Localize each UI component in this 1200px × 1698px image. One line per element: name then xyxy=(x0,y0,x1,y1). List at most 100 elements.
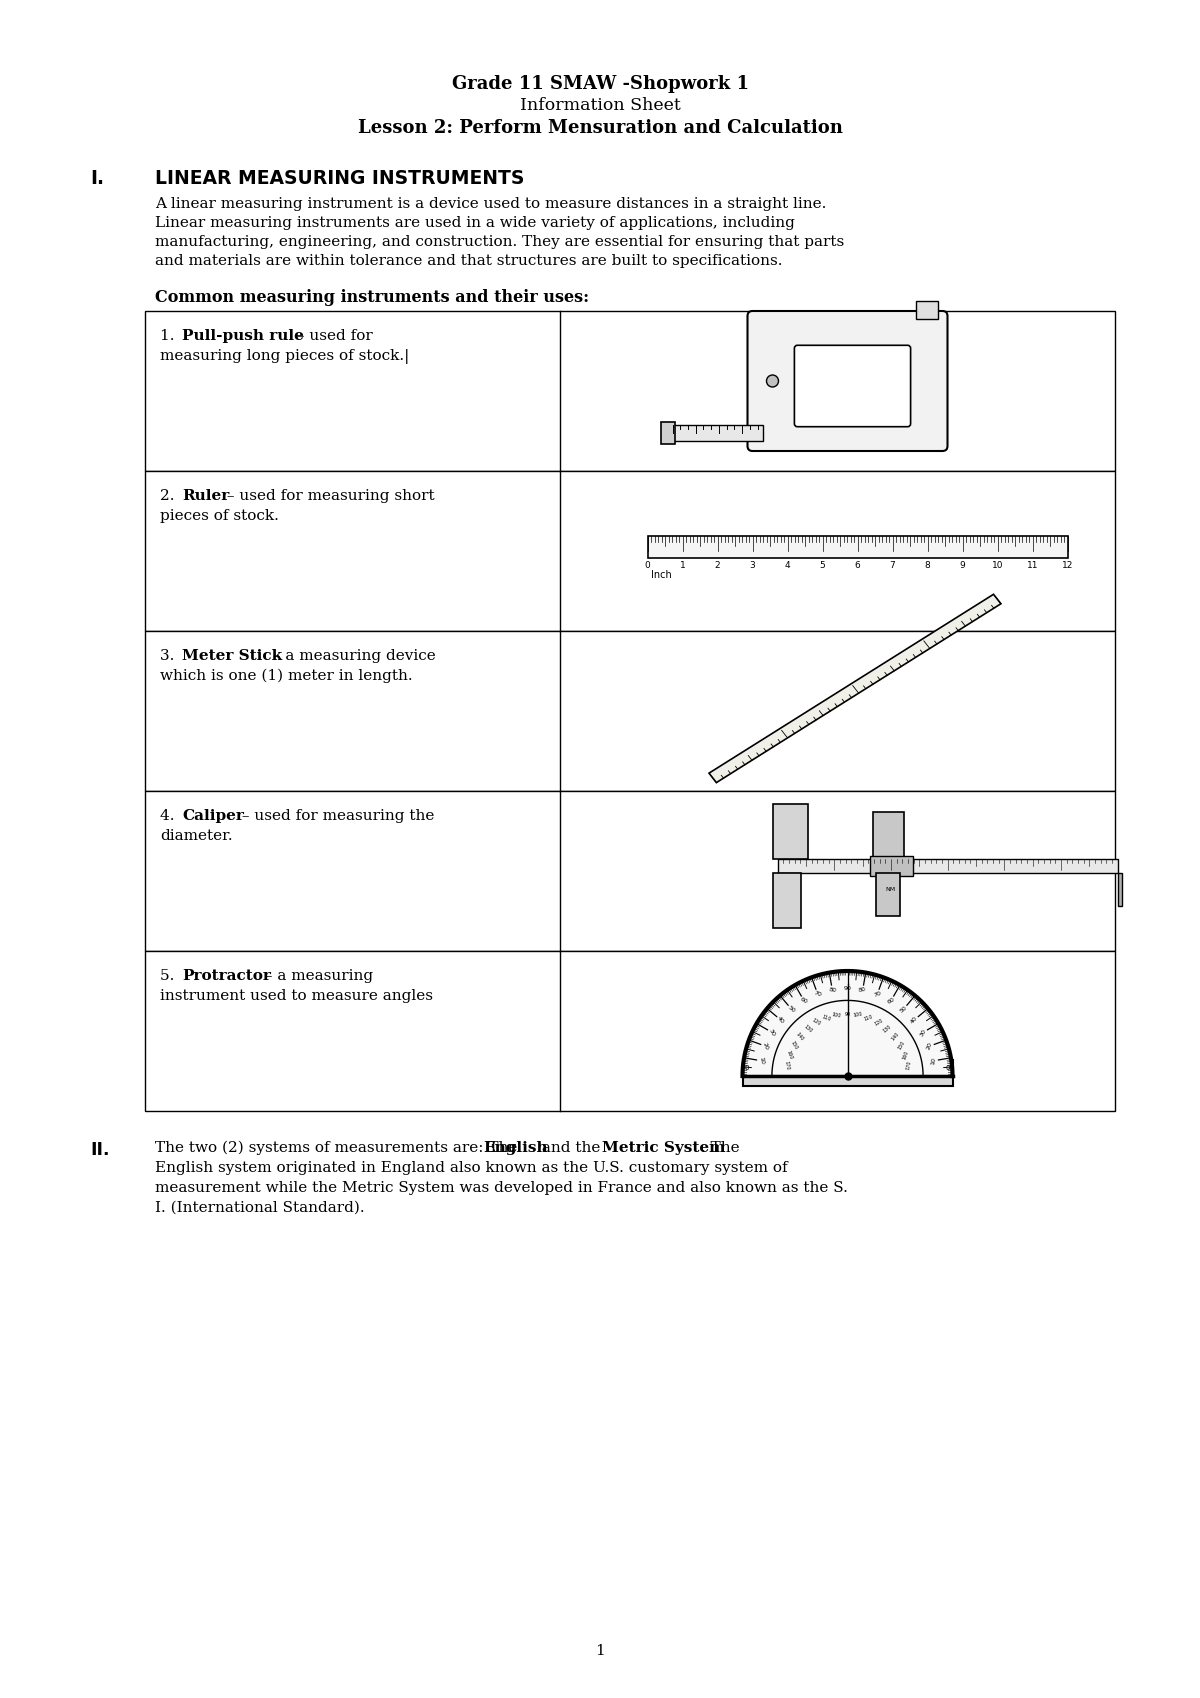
Text: I.: I. xyxy=(90,170,104,188)
Bar xyxy=(773,873,800,929)
Text: – a measuring: – a measuring xyxy=(260,970,373,983)
Text: which is one (1) meter in length.: which is one (1) meter in length. xyxy=(160,669,413,683)
Bar xyxy=(916,301,937,319)
Text: II.: II. xyxy=(90,1141,109,1160)
Bar xyxy=(1117,873,1122,907)
Text: 0: 0 xyxy=(744,1065,749,1071)
Text: 160: 160 xyxy=(902,1049,910,1060)
Text: Grade 11 SMAW -Shopwork 1: Grade 11 SMAW -Shopwork 1 xyxy=(451,75,749,93)
Text: instrument used to measure angles: instrument used to measure angles xyxy=(160,988,433,1004)
Text: 5: 5 xyxy=(820,560,826,571)
Text: 150: 150 xyxy=(896,1039,906,1051)
Bar xyxy=(145,470,1115,632)
Text: 80: 80 xyxy=(858,987,866,993)
Text: 90: 90 xyxy=(844,987,852,992)
Text: 2.: 2. xyxy=(160,489,179,503)
Text: 60: 60 xyxy=(799,997,809,1005)
Text: 3: 3 xyxy=(750,560,755,571)
Text: Linear measuring instruments are used in a wide variety of applications, includi: Linear measuring instruments are used in… xyxy=(155,216,794,229)
Text: . The: . The xyxy=(701,1141,740,1155)
Text: 4: 4 xyxy=(785,560,791,571)
Text: 10: 10 xyxy=(758,1056,764,1065)
Text: 100: 100 xyxy=(853,1012,863,1019)
Text: 70: 70 xyxy=(872,990,882,998)
Text: 10: 10 xyxy=(930,1056,936,1065)
Text: 140: 140 xyxy=(796,1031,805,1041)
Text: Protractor: Protractor xyxy=(182,970,271,983)
Text: – used for: – used for xyxy=(292,329,372,343)
Text: 120: 120 xyxy=(874,1017,884,1027)
Text: manufacturing, engineering, and construction. They are essential for ensuring th: manufacturing, engineering, and construc… xyxy=(155,234,845,250)
Text: 8: 8 xyxy=(925,560,930,571)
Text: 70: 70 xyxy=(814,990,822,998)
Text: 170: 170 xyxy=(905,1060,912,1070)
Polygon shape xyxy=(709,594,1001,783)
Text: Pull-push rule: Pull-push rule xyxy=(182,329,305,343)
Text: LINEAR MEASURING INSTRUMENTS: LINEAR MEASURING INSTRUMENTS xyxy=(155,170,524,188)
Text: 1: 1 xyxy=(595,1644,605,1657)
Text: 80: 80 xyxy=(828,987,836,993)
Text: 2: 2 xyxy=(715,560,720,571)
Text: – used for measuring short: – used for measuring short xyxy=(222,489,434,503)
Text: 12: 12 xyxy=(1062,560,1073,571)
Text: 1.: 1. xyxy=(160,329,179,343)
Text: 5.: 5. xyxy=(160,970,179,983)
Polygon shape xyxy=(743,971,953,1077)
Text: measuring long pieces of stock.|: measuring long pieces of stock.| xyxy=(160,350,409,363)
Text: and materials are within tolerance and that structures are built to specificatio: and materials are within tolerance and t… xyxy=(155,255,782,268)
Text: – used for measuring the: – used for measuring the xyxy=(238,808,434,824)
Bar xyxy=(870,856,913,876)
Text: Lesson 2: Perform Mensuration and Calculation: Lesson 2: Perform Mensuration and Calcul… xyxy=(358,119,842,138)
Text: A linear measuring instrument is a device used to measure distances in a straigh: A linear measuring instrument is a devic… xyxy=(155,197,827,211)
Bar xyxy=(648,537,1068,559)
Text: 3.: 3. xyxy=(160,649,179,662)
Text: pieces of stock.: pieces of stock. xyxy=(160,509,278,523)
Text: 50: 50 xyxy=(787,1005,796,1014)
Text: Caliper: Caliper xyxy=(182,808,245,824)
Text: – a measuring device: – a measuring device xyxy=(269,649,436,662)
Text: 60: 60 xyxy=(887,997,895,1005)
Text: 90: 90 xyxy=(845,1012,851,1017)
Text: 0: 0 xyxy=(644,560,650,571)
Bar xyxy=(145,632,1115,791)
Text: 120: 120 xyxy=(811,1017,822,1027)
Text: 10: 10 xyxy=(991,560,1003,571)
Text: measurement while the Metric System was developed in France and also known as th: measurement while the Metric System was … xyxy=(155,1182,848,1195)
Text: 140: 140 xyxy=(890,1031,900,1041)
Text: 130: 130 xyxy=(803,1024,812,1034)
Bar xyxy=(660,423,674,443)
Circle shape xyxy=(767,375,779,387)
Text: English: English xyxy=(484,1141,548,1155)
Bar xyxy=(145,951,1115,1110)
Bar xyxy=(145,791,1115,951)
Text: 40: 40 xyxy=(776,1015,785,1024)
Text: 30: 30 xyxy=(919,1027,928,1037)
Text: 30: 30 xyxy=(768,1027,776,1037)
Text: 170: 170 xyxy=(784,1060,790,1070)
Text: 100: 100 xyxy=(832,1012,841,1019)
Text: NM: NM xyxy=(886,886,895,891)
Text: The two (2) systems of measurements are: The: The two (2) systems of measurements are:… xyxy=(155,1141,522,1155)
Text: Meter Stick: Meter Stick xyxy=(182,649,283,662)
Text: 1: 1 xyxy=(679,560,685,571)
Bar xyxy=(743,1077,953,1087)
Text: 9: 9 xyxy=(960,560,965,571)
Text: 150: 150 xyxy=(790,1039,798,1051)
FancyBboxPatch shape xyxy=(794,345,911,426)
Text: 50: 50 xyxy=(899,1005,908,1014)
Text: 130: 130 xyxy=(882,1024,893,1034)
Bar xyxy=(872,812,905,859)
Text: English system originated in England also known as the U.S. customary system of: English system originated in England als… xyxy=(155,1161,787,1175)
Text: Information Sheet: Information Sheet xyxy=(520,97,680,114)
Text: 160: 160 xyxy=(785,1049,793,1060)
Text: 40: 40 xyxy=(910,1015,919,1024)
Text: I. (International Standard).: I. (International Standard). xyxy=(155,1200,365,1216)
Text: and the: and the xyxy=(536,1141,605,1155)
Bar xyxy=(773,803,808,859)
Text: 0: 0 xyxy=(946,1065,950,1071)
Text: 110: 110 xyxy=(864,1014,874,1022)
Bar xyxy=(876,873,900,915)
Text: Metric System: Metric System xyxy=(602,1141,726,1155)
Text: diameter.: diameter. xyxy=(160,829,233,842)
Text: 110: 110 xyxy=(821,1014,832,1022)
